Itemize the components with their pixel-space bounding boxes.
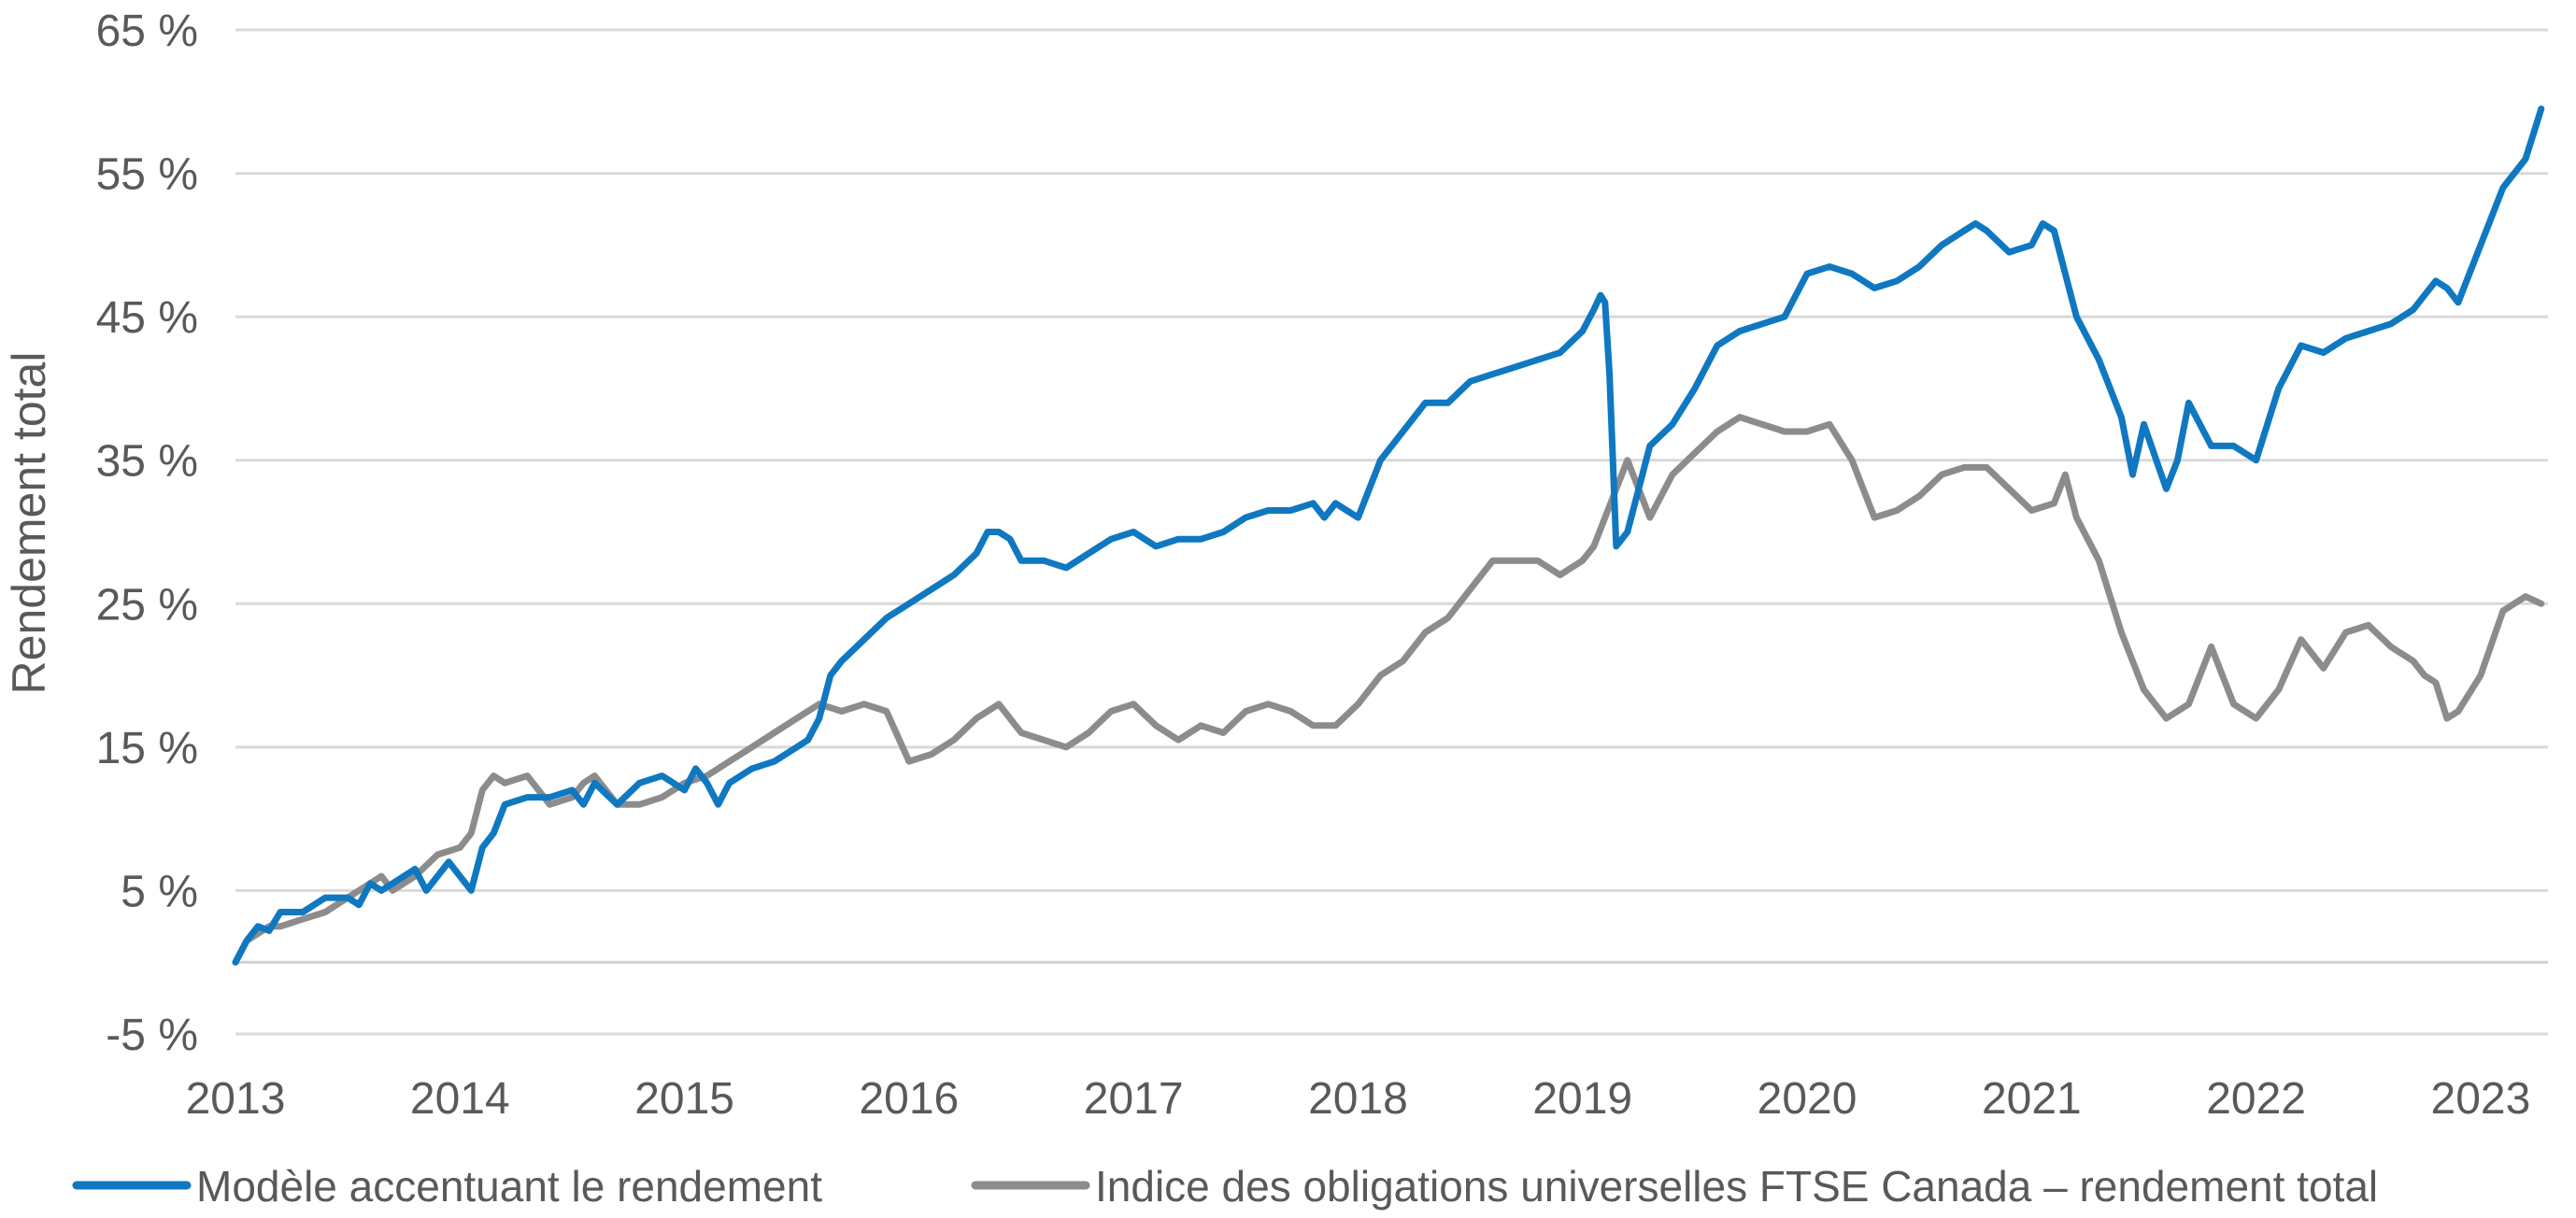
x-axis-ticks: 2013 2014 2015 2016 2017 2018 2019 2020 2021 2022…: [186, 1074, 2531, 1124]
y-tick-label: 55 %: [96, 150, 198, 200]
y-tick-label: 45 %: [96, 293, 198, 343]
gridlines: [235, 28, 2548, 1036]
x-tick-label: 2016: [859, 1074, 959, 1124]
y-tick-label: 15 %: [96, 724, 198, 773]
legend: Modèle accentuant le rendement Indice de…: [72, 1162, 2378, 1211]
y-tick-label: 65 %: [96, 7, 198, 56]
legend-label-series-2: Indice des obligations universelles FTSE…: [1095, 1162, 2378, 1211]
y-tick-label: 5 %: [121, 867, 198, 916]
series-line-2: [232, 414, 2545, 966]
series-line-1: [232, 106, 2545, 966]
series-lines: [232, 106, 2545, 966]
x-tick-label: 2019: [1532, 1074, 1632, 1124]
y-tick-label: -5 %: [106, 1011, 198, 1060]
y-tick-label: 35 %: [96, 437, 198, 487]
x-tick-label: 2018: [1308, 1074, 1408, 1124]
x-tick-label: 2017: [1084, 1074, 1184, 1124]
x-tick-label: 2015: [634, 1074, 734, 1124]
x-tick-label: 2023: [2431, 1074, 2531, 1124]
y-tick-label: 25 %: [96, 580, 198, 630]
x-tick-label: 2022: [2206, 1074, 2306, 1124]
x-tick-label: 2013: [186, 1074, 286, 1124]
y-axis-label: Rendement total: [3, 352, 55, 695]
y-axis-ticks: -5 % 5 % 15 % 25 % 35 % 45 % 55 % 65 %: [96, 7, 198, 1060]
x-tick-label: 2020: [1758, 1074, 1857, 1124]
x-tick-label: 2014: [410, 1074, 510, 1124]
legend-label-series-1: Modèle accentuant le rendement: [196, 1162, 822, 1211]
x-tick-label: 2021: [1982, 1074, 2082, 1124]
